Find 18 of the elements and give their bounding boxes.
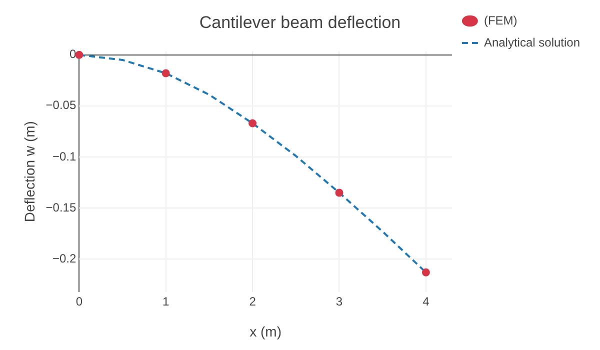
legend-label: (FEM) [484, 13, 518, 28]
y-tick-label: −0.1 [52, 149, 76, 164]
point [248, 119, 257, 128]
x-tick-label: 4 [422, 294, 430, 308]
point [422, 268, 430, 276]
x-tick-label: 1 [162, 294, 170, 308]
y-tick-label: −0.15 [46, 200, 76, 214]
y-tick-label: −0.05 [46, 98, 76, 112]
x-tick-label: 2 [249, 294, 256, 308]
y-axis-title: Deflection w (m) [21, 121, 38, 222]
x-axis-title: x (m) [250, 323, 282, 340]
y-tick-label: 0 [69, 47, 76, 62]
chart-title: Cantilever beam deflection [199, 12, 401, 32]
point [335, 188, 344, 197]
legend-label: Analytical solution [484, 35, 580, 50]
y-tick-label: −0.2 [52, 251, 76, 266]
point [162, 69, 170, 78]
x-tick-label: 3 [336, 294, 343, 308]
